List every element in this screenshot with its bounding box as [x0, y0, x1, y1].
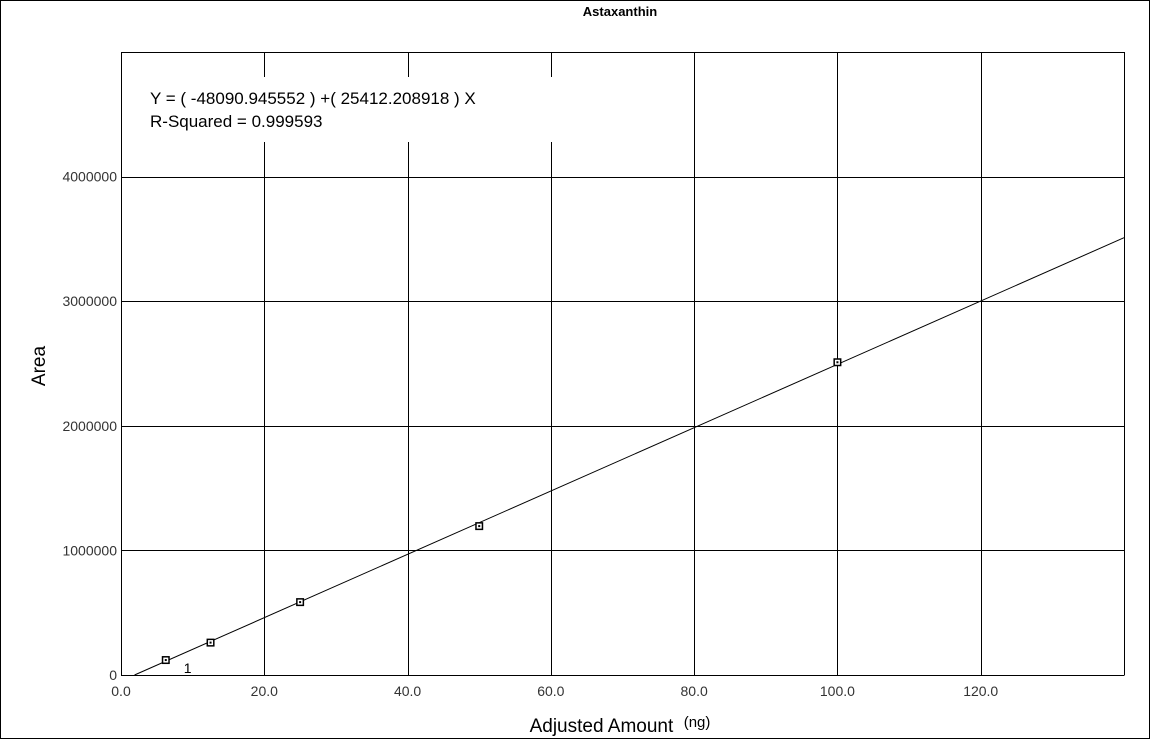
y-tick-label: 3000000 — [62, 293, 117, 309]
data-points: 1 — [161, 358, 842, 676]
marker-center — [478, 525, 481, 528]
data-point-marker — [833, 358, 842, 367]
y-axis-title: Area — [29, 346, 50, 387]
data-point-label: 1 — [184, 660, 192, 676]
y-tick-label: 4000000 — [62, 169, 117, 185]
marker-center — [836, 361, 839, 364]
x-tick-labels: 0.0 20.0 40.0 60.0 80.0 100.0 120.0 — [111, 683, 998, 699]
y-tick-label: 2000000 — [62, 418, 117, 434]
chart-title: Astaxanthin — [583, 4, 657, 19]
x-tick-label: 80.0 — [681, 683, 708, 699]
y-tick-label: 0 — [109, 667, 117, 683]
marker-center — [164, 659, 167, 662]
data-point-marker — [475, 522, 484, 531]
y-tick-labels: 0 1000000 2000000 3000000 4000000 — [62, 169, 117, 683]
marker-center — [209, 641, 212, 644]
x-axis-title-text: Adjusted Amount — [530, 716, 674, 737]
x-axis-title: Adjusted Amount (ng) — [530, 714, 711, 737]
regression-line — [134, 237, 1125, 676]
x-tick-label: 40.0 — [394, 683, 421, 699]
x-tick-label: 120.0 — [963, 683, 998, 699]
x-tick-label: 100.0 — [820, 683, 855, 699]
grid-lines — [121, 52, 1125, 676]
y-tick-label: 1000000 — [62, 542, 117, 558]
data-point-marker — [161, 656, 170, 665]
marker-center — [299, 601, 302, 604]
x-tick-label: 60.0 — [537, 683, 564, 699]
regression-equation: Y = ( -48090.945552 ) +( 25412.208918 ) … — [150, 89, 476, 108]
x-tick-label: 20.0 — [251, 683, 278, 699]
data-point-marker — [206, 638, 215, 647]
x-axis-unit: (ng) — [684, 714, 711, 731]
equation-box — [140, 77, 575, 142]
r-squared-label: R-Squared = 0.999593 — [150, 112, 323, 131]
x-tick-label: 0.0 — [111, 683, 131, 699]
data-point-marker — [296, 598, 305, 607]
